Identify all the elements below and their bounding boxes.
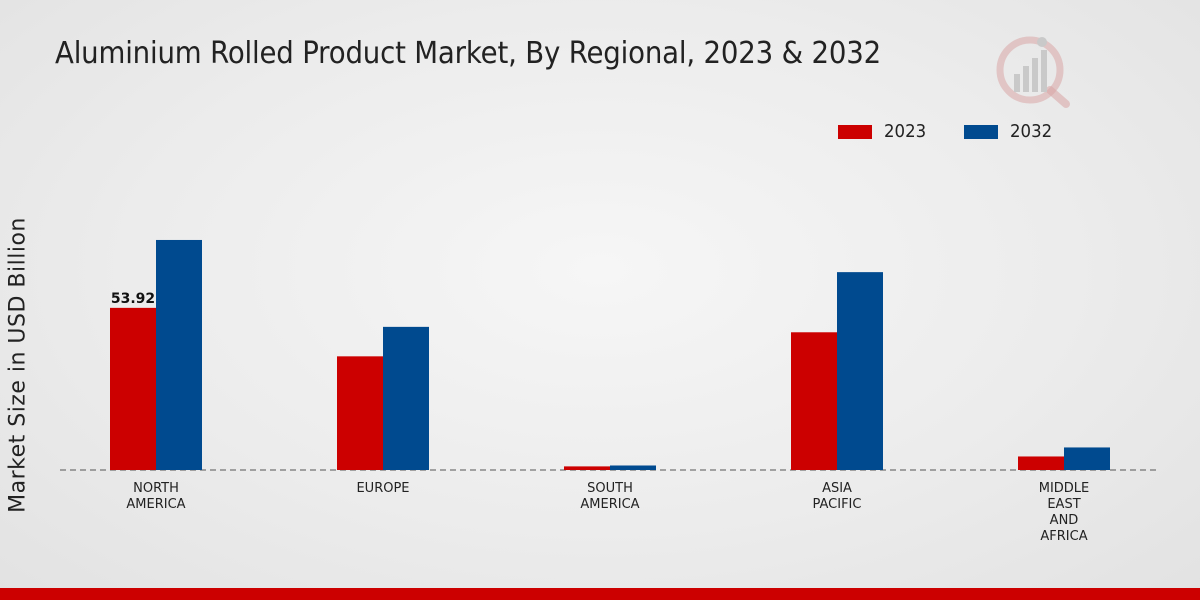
x-tick-label-3: ASIA PACIFIC: [813, 481, 862, 512]
bar-2023-3: [791, 332, 837, 470]
chart-title: Aluminium Rolled Product Market, By Regi…: [55, 36, 882, 71]
bar-2032-4: [1064, 447, 1110, 470]
legend-item-2032: 2032: [963, 121, 1056, 142]
bar-2023-0: [110, 307, 156, 470]
legend-swatch-2032: [963, 124, 998, 139]
bar-2023-1: [337, 356, 383, 470]
x-tick-label-0: NORTH AMERICA: [126, 481, 185, 512]
legend-item-2023: 2023: [838, 121, 930, 142]
data-label-0: 53.92: [111, 291, 155, 307]
bar-2032-2: [610, 465, 656, 470]
bar-2032-1: [383, 326, 429, 470]
chart-legend: 2023 2032: [838, 121, 1090, 142]
footer-bar: [0, 588, 1200, 600]
x-tick-label-1: EUROPE: [356, 481, 409, 496]
x-tick-label-2: SOUTH AMERICA: [580, 481, 639, 512]
legend-swatch-2023: [838, 124, 872, 139]
bar-2032-3: [837, 272, 883, 470]
brand-logo-icon: [996, 36, 1070, 108]
legend-label-2032: 2032: [1009, 121, 1052, 142]
bar-2023-4: [1018, 456, 1064, 470]
bar-2023-2: [564, 466, 610, 470]
x-tick-label-4: MIDDLE EAST AND AFRICA: [1039, 481, 1090, 544]
legend-label-2023: 2023: [884, 121, 927, 142]
bar-2032-0: [156, 239, 202, 470]
